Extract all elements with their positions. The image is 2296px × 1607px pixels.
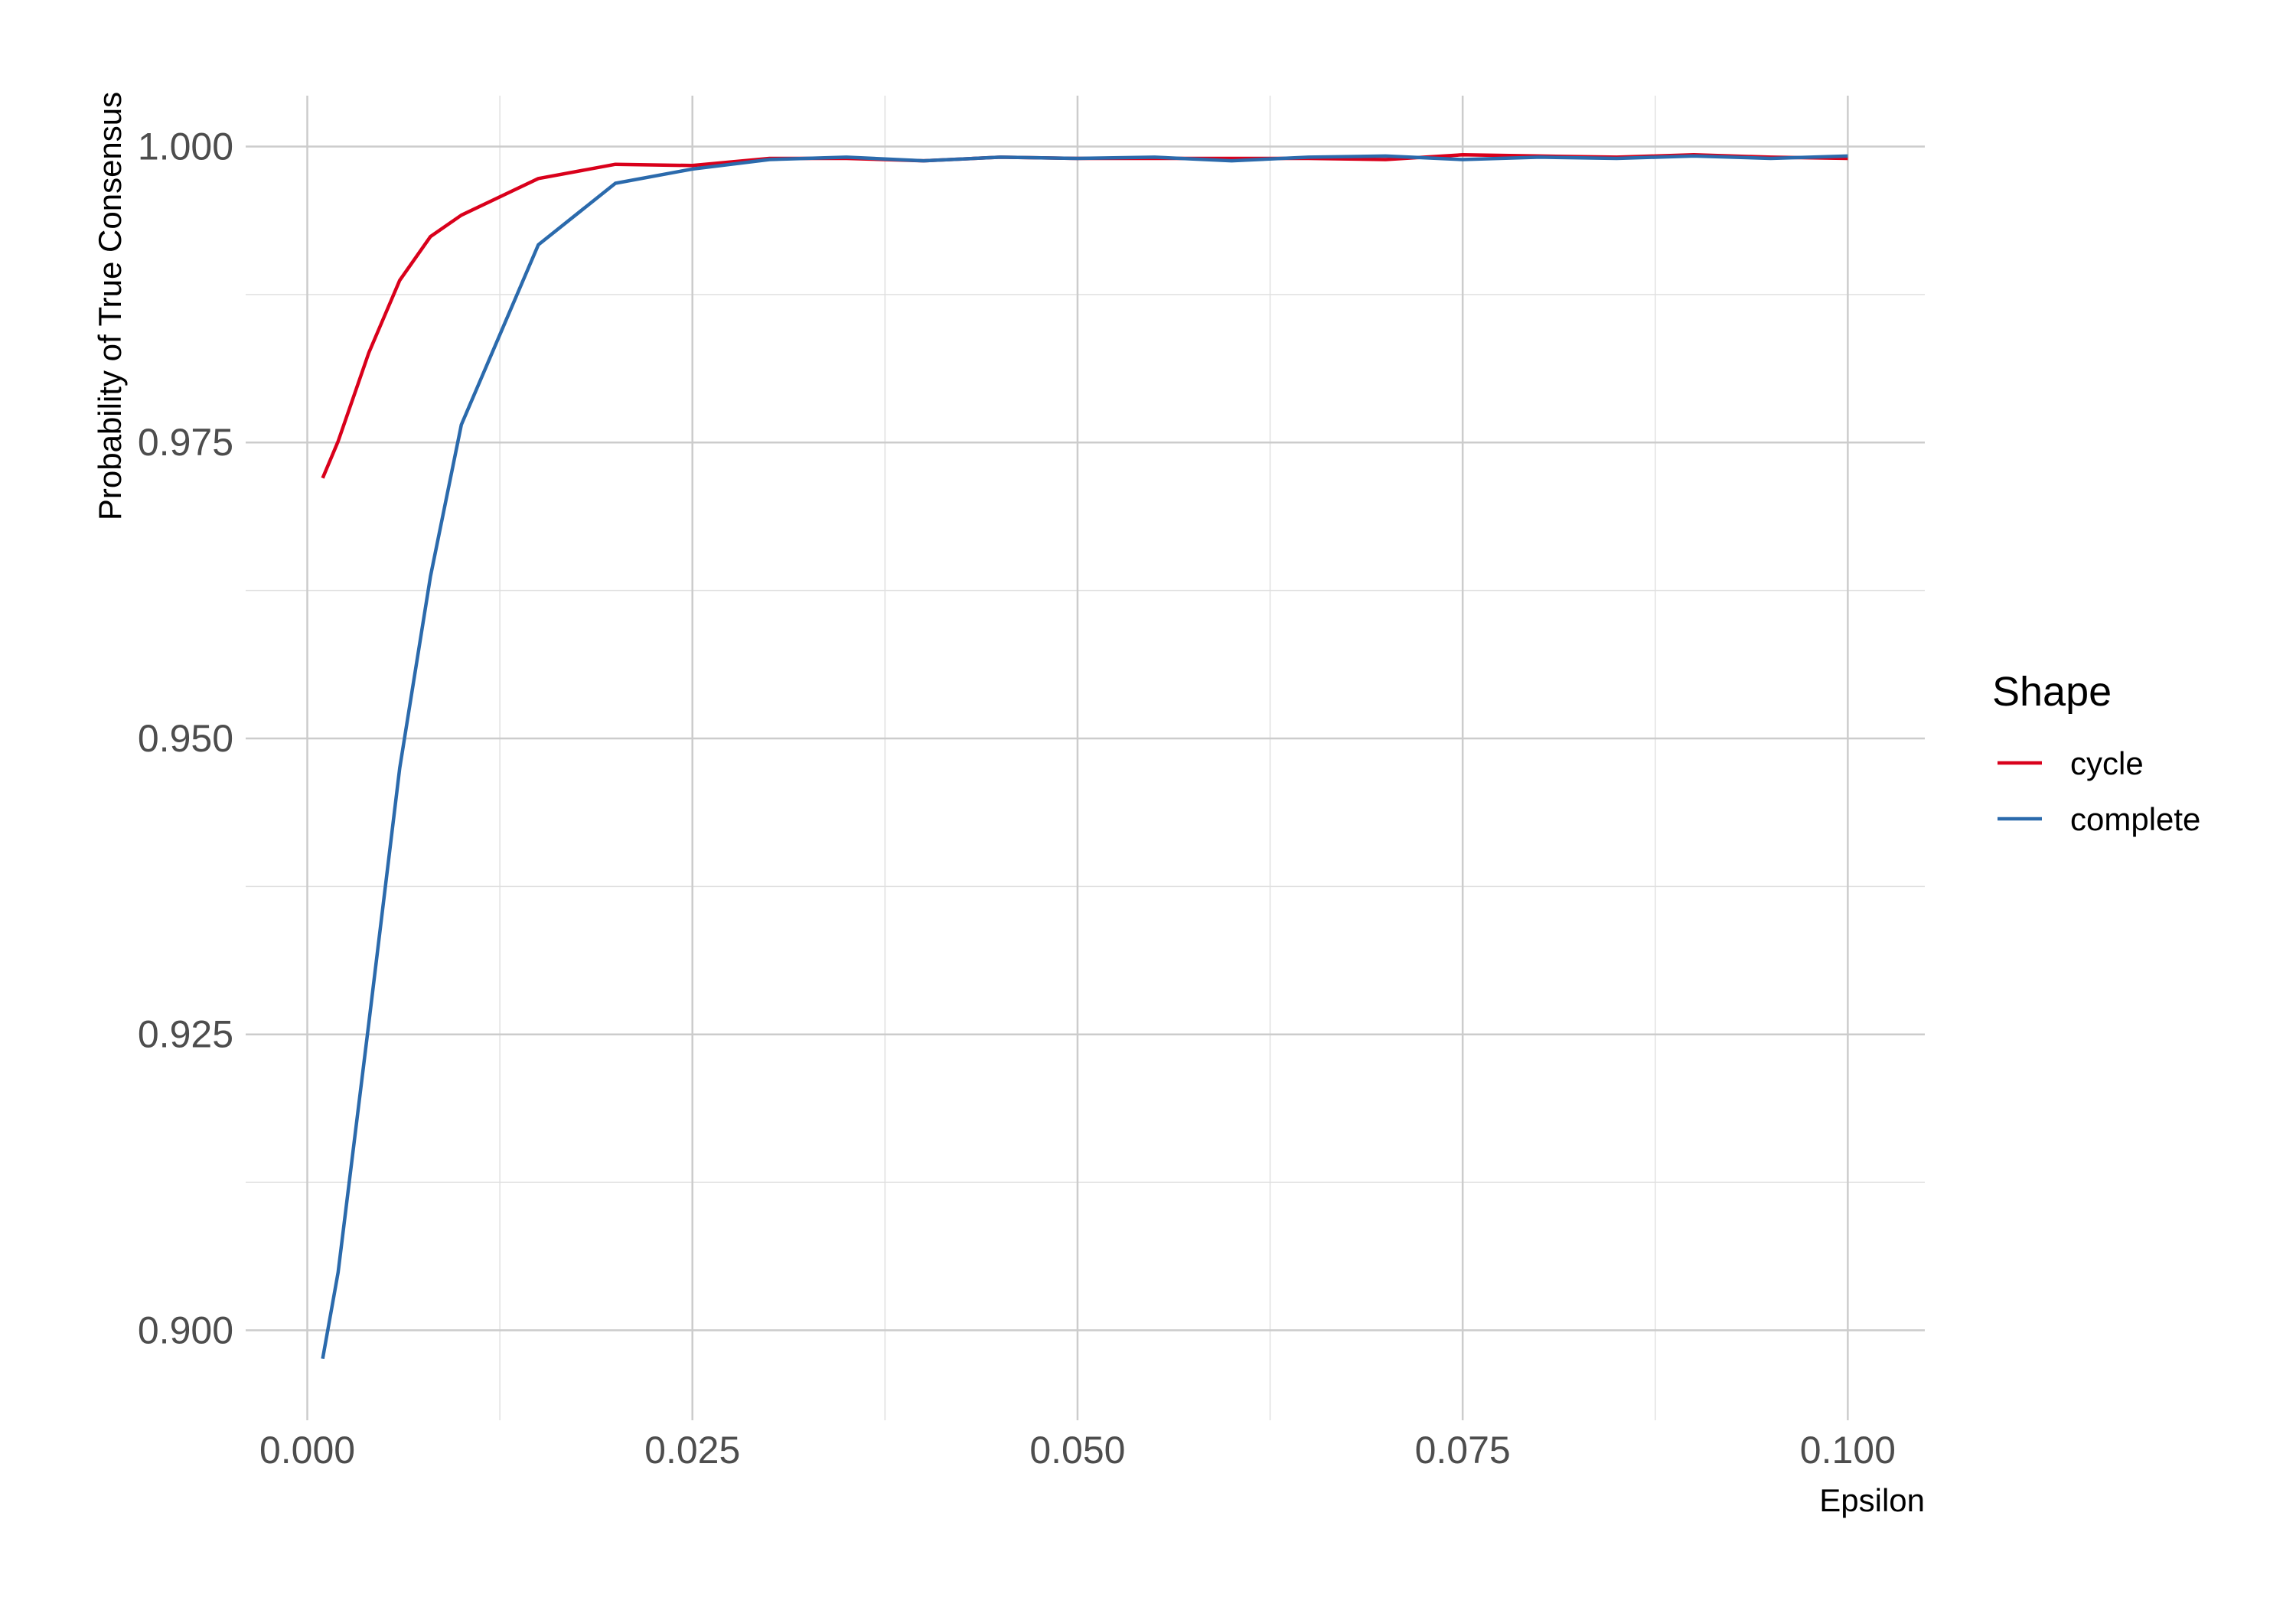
y-tick-label: 1.000 — [138, 125, 233, 168]
x-tick-label: 0.100 — [1800, 1429, 1896, 1472]
y-tick-label: 0.950 — [138, 717, 233, 760]
x-tick-label: 0.050 — [1029, 1429, 1125, 1472]
grid — [246, 96, 1925, 1420]
y-axis-title: Probability of True Consensus — [92, 92, 128, 520]
y-tick-label: 0.900 — [138, 1309, 233, 1351]
x-tick-label: 0.025 — [644, 1429, 740, 1472]
y-tick-label: 0.925 — [138, 1013, 233, 1056]
legend-label-cycle: cycle — [2070, 745, 2144, 781]
x-tick-label: 0.075 — [1415, 1429, 1511, 1472]
x-axis-title: Epsilon — [1819, 1482, 1925, 1518]
legend-label-complete: complete — [2070, 801, 2200, 837]
y-axis-ticks: 0.900 0.925 0.950 0.975 1.000 — [138, 125, 233, 1352]
series-line-complete — [321, 154, 1848, 1359]
series-line-cycle — [321, 153, 1848, 479]
series-lines — [321, 153, 1848, 1359]
x-axis-ticks: 0.000 0.025 0.050 0.075 0.100 — [259, 1429, 1896, 1472]
y-tick-label: 0.975 — [138, 421, 233, 464]
legend-title: Shape — [1992, 669, 2112, 715]
x-tick-label: 0.000 — [259, 1429, 355, 1472]
legend: Shape cycle complete — [1992, 669, 2200, 837]
